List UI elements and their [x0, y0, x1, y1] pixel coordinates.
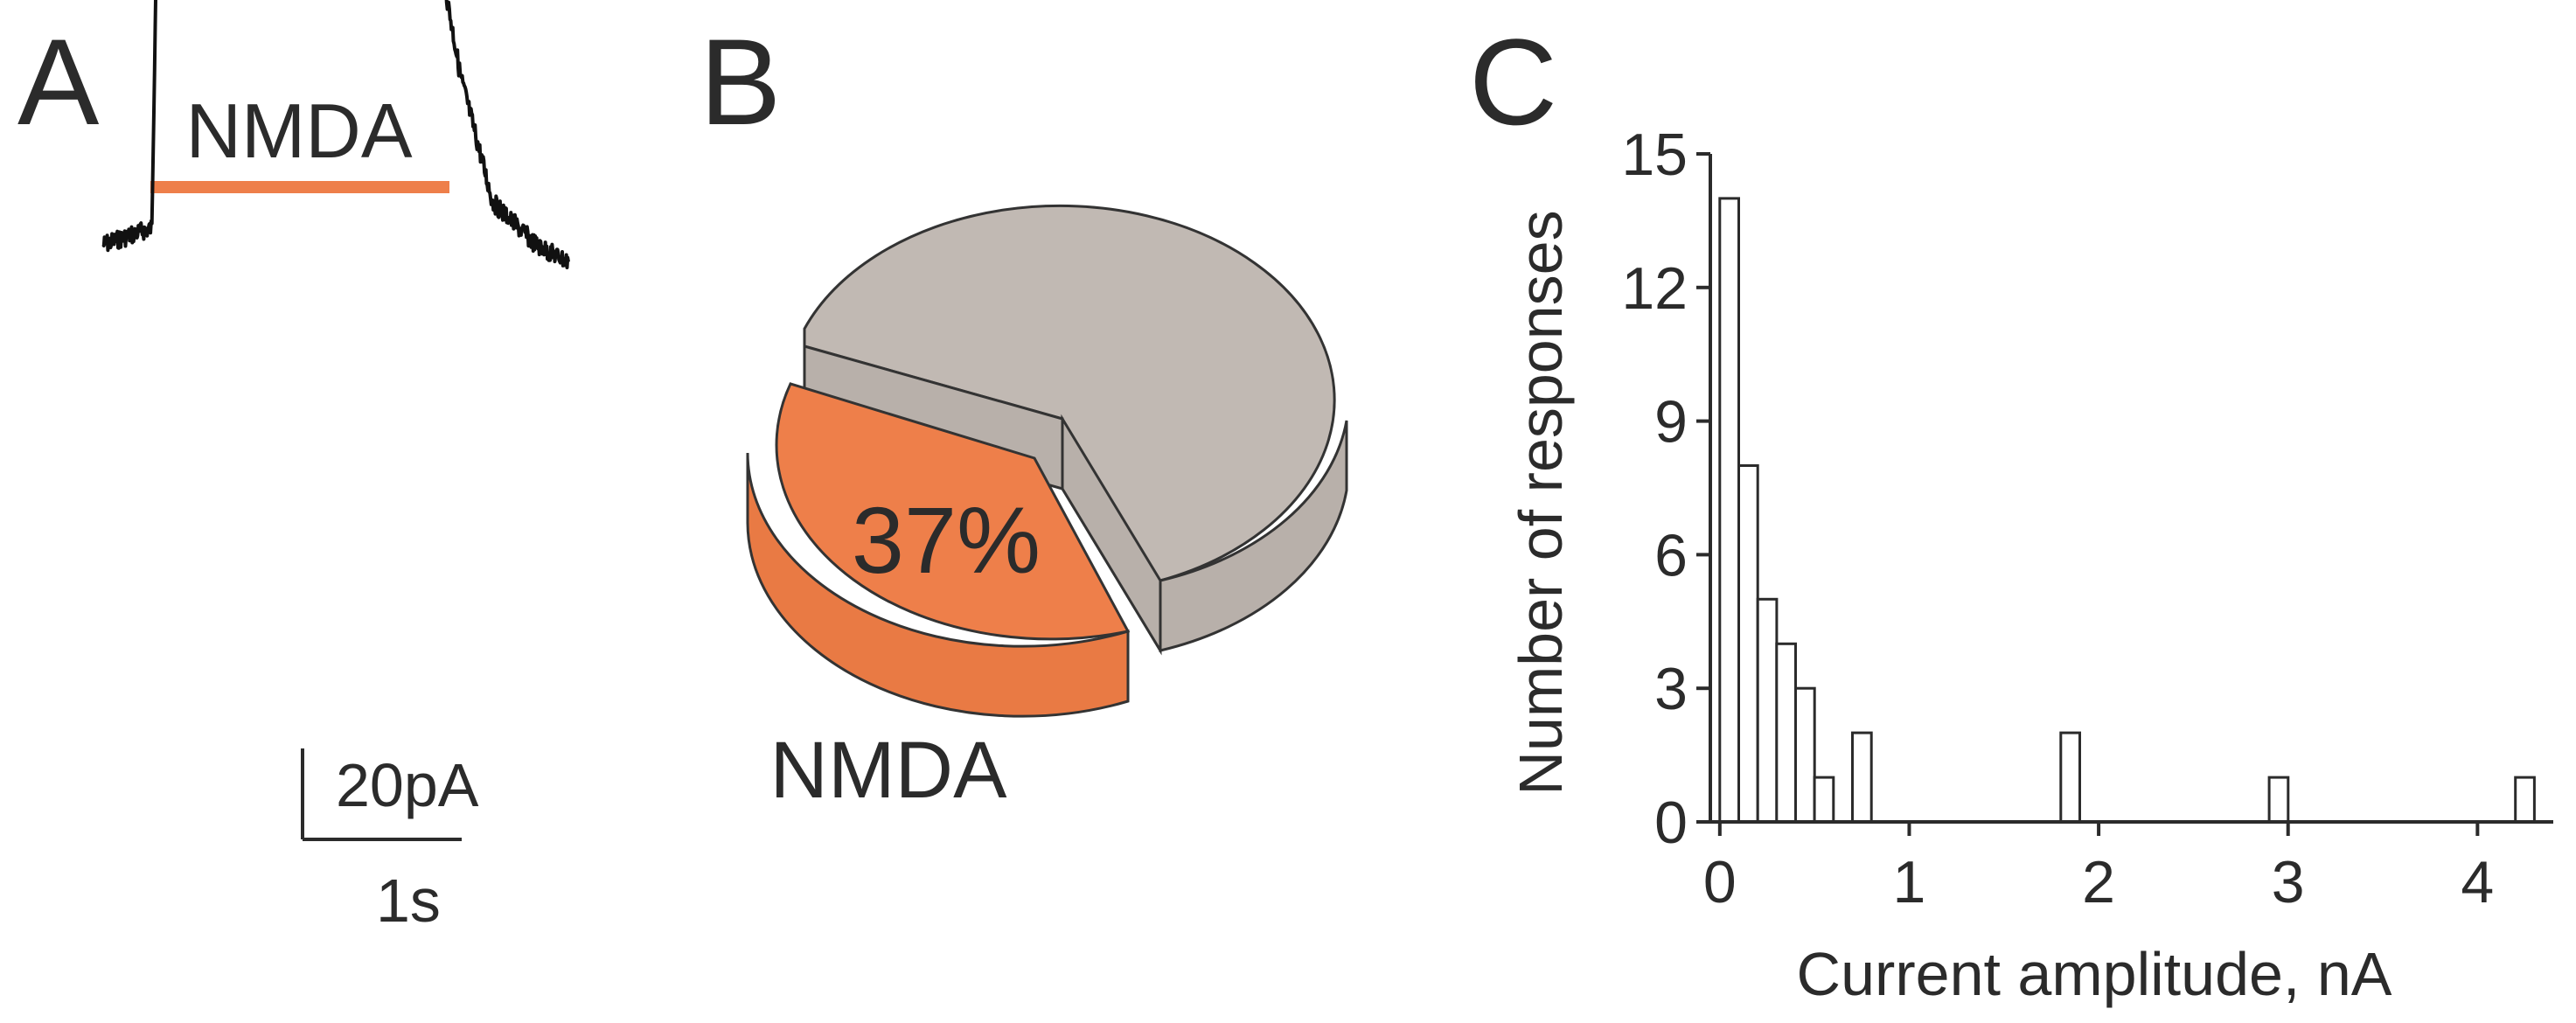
y-tick-label: 0 — [1654, 790, 1688, 856]
y-tick-label: 12 — [1621, 255, 1688, 322]
x-axis-ticks: 0 1 2 3 4 — [1703, 822, 2494, 915]
histogram-bar — [1718, 197, 1741, 824]
histogram-bar — [1794, 686, 1816, 824]
histogram-bar — [1775, 642, 1798, 824]
histogram-bar — [1813, 776, 1835, 824]
y-tick-label: 3 — [1654, 656, 1688, 722]
x-tick-label: 0 — [1703, 849, 1737, 915]
scale-bar: 20pA 1s — [301, 748, 479, 935]
histogram-bar — [2514, 776, 2536, 824]
histogram-bar — [1737, 464, 1759, 824]
panel-a: A NMDA 20pA 1s — [17, 0, 570, 935]
current-trace — [101, 0, 570, 269]
histogram-bar — [2267, 776, 2290, 824]
scale-bar-time-label: 1s — [376, 866, 441, 935]
histogram-bar — [2059, 731, 2082, 824]
panel-b-letter: B — [700, 13, 781, 150]
y-tick-label: 15 — [1621, 122, 1688, 188]
pie-slice-nmda: 37% — [746, 382, 1131, 718]
pie-slice-other-rim — [1159, 420, 1348, 652]
x-tick-label: 1 — [1893, 849, 1926, 915]
histogram-bar — [1851, 731, 1873, 824]
panel-c-letter: C — [1469, 13, 1557, 150]
x-tick-label: 4 — [2461, 849, 2494, 915]
pie-nmda-label: NMDA — [770, 726, 1008, 815]
panel-b: B 37% NMDA — [700, 13, 1348, 815]
histogram-bar — [1756, 597, 1779, 824]
x-tick-label: 3 — [2272, 849, 2305, 915]
pie-slice-nmda-percent-label: 37% — [852, 487, 1041, 593]
y-axis-ticks: 0 3 6 9 12 15 — [1621, 122, 1710, 856]
pie-slice-nmda-top — [775, 382, 1131, 641]
y-axis-label: Number of responses — [1507, 210, 1575, 795]
scale-bar-current-label: 20pA — [336, 751, 479, 819]
y-tick-label: 9 — [1654, 389, 1688, 456]
nmda-stimulus-label: NMDA — [185, 87, 412, 174]
histogram-bars — [1718, 197, 2536, 824]
y-tick-label: 6 — [1654, 522, 1688, 588]
x-tick-label: 2 — [2082, 849, 2115, 915]
panel-a-letter: A — [17, 13, 100, 150]
pie-slice-nmda-rim — [746, 452, 1130, 718]
x-axis-label: Current amplitude, nA — [1797, 940, 2392, 1008]
